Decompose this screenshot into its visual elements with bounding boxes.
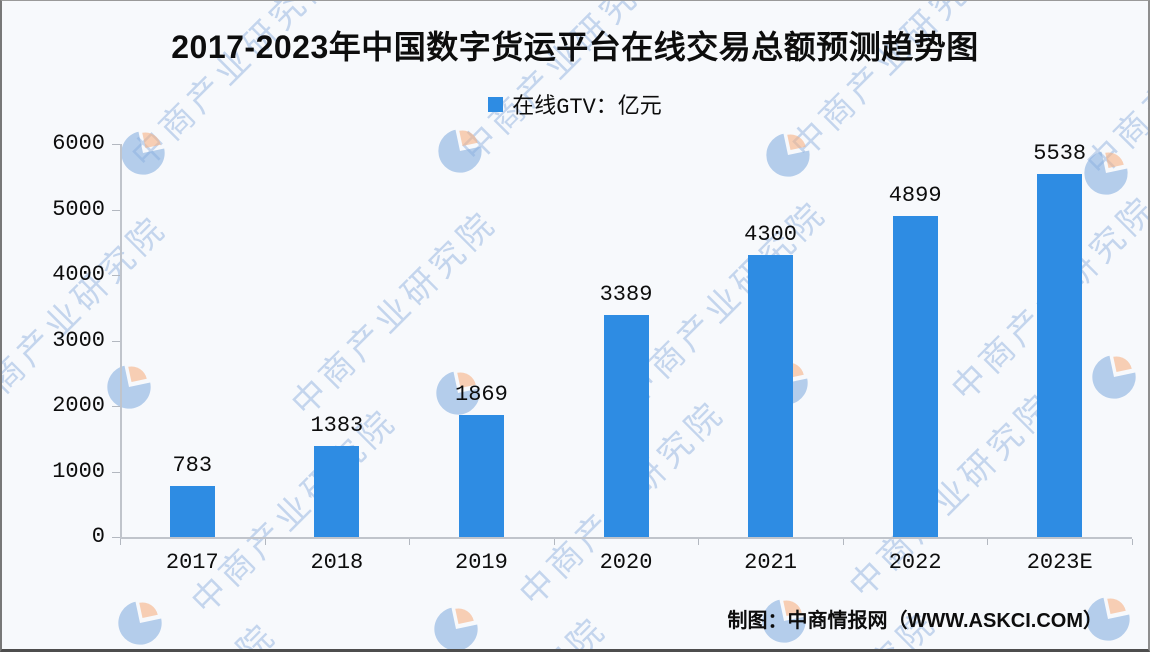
x-tick-label: 2020 [599, 550, 653, 575]
bar-value-label: 4899 [888, 183, 942, 209]
y-tick-label: 1000 [52, 458, 105, 484]
x-axis-line [120, 537, 1132, 539]
source-credit: 制图：中商情报网（WWW.ASKCI.COM） [727, 610, 1103, 632]
y-axis-tick [112, 275, 120, 276]
x-axis-tick [409, 539, 411, 545]
bar [458, 414, 504, 537]
bar [892, 216, 938, 537]
bar-value-label: 3389 [599, 282, 653, 308]
bar [169, 485, 215, 537]
y-axis-tick [112, 209, 120, 211]
x-tick-label: 2023E [1026, 550, 1093, 575]
x-axis-tick [698, 539, 700, 545]
y-tick-label: 5000 [52, 196, 105, 222]
bar-value-label: 1869 [455, 381, 508, 407]
y-axis-tick [112, 340, 120, 342]
legend: 在线GTV：亿元 [2, 88, 1148, 120]
bar [603, 315, 649, 537]
y-tick-label: 3000 [52, 327, 105, 353]
bar-value-label: 1383 [310, 413, 364, 439]
x-tick-label: 2017 [165, 550, 219, 575]
x-tick-label: 2021 [744, 550, 797, 575]
x-axis-tick [987, 539, 989, 545]
x-axis-tick [1132, 539, 1133, 545]
y-axis-tick [112, 406, 120, 407]
legend-label: 在线GTV：亿元 [512, 95, 662, 120]
bar [748, 255, 794, 537]
y-axis-line [120, 144, 122, 539]
y-axis-tick [112, 537, 120, 538]
x-axis-tick [120, 539, 121, 545]
legend-swatch [488, 96, 504, 112]
y-axis-tick [112, 471, 120, 473]
x-tick-label: 2019 [455, 550, 508, 575]
bar-value-label: 783 [172, 452, 213, 478]
x-axis-tick [264, 539, 266, 545]
x-tick-label: 2018 [310, 550, 364, 575]
y-tick-label: 6000 [52, 131, 105, 156]
bar-value-label: 4300 [744, 222, 797, 248]
chart-title: 2017-2023年中国数字货运平台在线交易总额预测趋势图 [171, 29, 979, 65]
y-axis-tick [112, 144, 120, 145]
bar [1037, 174, 1083, 537]
y-tick-label: 2000 [52, 393, 105, 418]
x-axis-tick [553, 539, 555, 545]
y-tick-label: 0 [91, 524, 105, 549]
y-tick-label: 4000 [52, 262, 105, 287]
bar-value-label: 5538 [1033, 141, 1087, 167]
bar [314, 446, 360, 537]
x-tick-label: 2022 [888, 550, 942, 575]
x-axis-tick [842, 539, 844, 545]
